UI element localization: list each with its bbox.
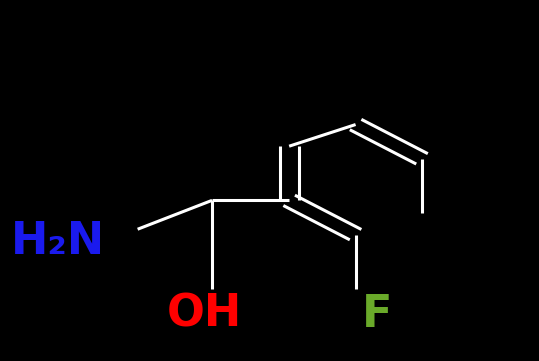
- Text: F: F: [362, 292, 392, 336]
- Text: H₂N: H₂N: [11, 220, 105, 264]
- Text: OH: OH: [167, 292, 241, 336]
